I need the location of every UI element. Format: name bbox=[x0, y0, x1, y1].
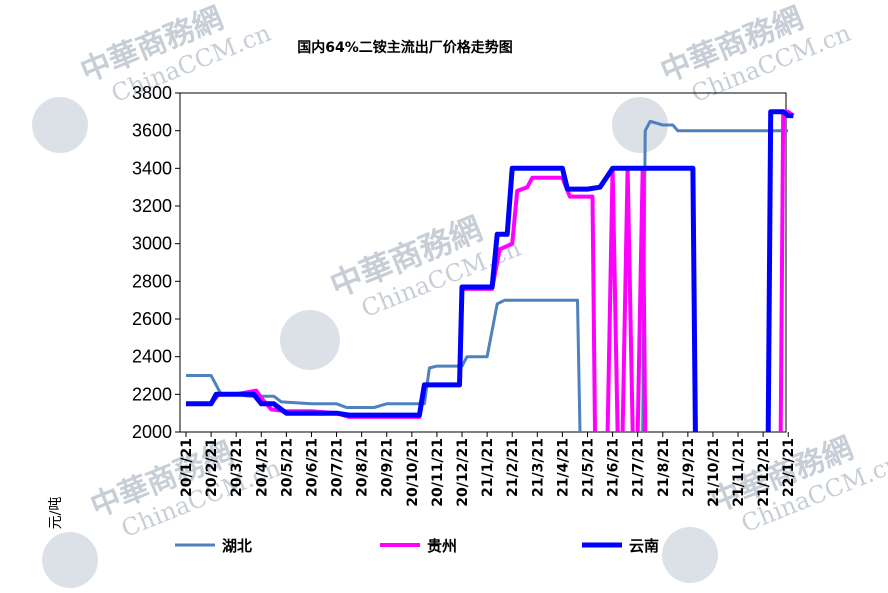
x-tick-label: 20/1/21 bbox=[179, 438, 195, 497]
x-tick-label: 20/4/21 bbox=[254, 438, 270, 497]
x-tick-label: 20/10/21 bbox=[405, 438, 421, 507]
x-tick-label: 20/7/21 bbox=[330, 438, 346, 497]
legend-label: 湖北 bbox=[222, 537, 252, 555]
watermark-globe-icon bbox=[612, 97, 668, 153]
x-tick-label: 20/11/21 bbox=[430, 438, 446, 507]
x-axis: 20/1/21 20/2/21 20/3/21 20/4/21 20/5/21 20/6/… bbox=[179, 432, 797, 507]
x-tick-label: 22/1/21 bbox=[781, 438, 797, 497]
watermark-globe-icon bbox=[280, 310, 340, 370]
series-line-1 bbox=[641, 119, 789, 433]
watermark-globe-icon bbox=[31, 97, 88, 153]
x-tick-label: 21/12/21 bbox=[756, 438, 772, 507]
y-tick-label: 2000 bbox=[132, 422, 172, 442]
series-line-3 bbox=[186, 165, 698, 433]
x-tick-label: 21/11/21 bbox=[731, 438, 747, 507]
series-line-2 bbox=[635, 166, 648, 433]
x-tick-label: 21/1/21 bbox=[480, 438, 496, 497]
plot-area bbox=[179, 92, 787, 433]
series-line-1 bbox=[186, 298, 582, 433]
watermark-globe-icon bbox=[662, 527, 718, 583]
watermark-globe-icon bbox=[42, 532, 98, 588]
x-tick-label: 20/5/21 bbox=[279, 438, 295, 497]
y-tick-label: 3200 bbox=[132, 196, 172, 216]
legend: 湖北 贵州 云南 bbox=[175, 537, 659, 555]
x-tick-label: 21/10/21 bbox=[706, 438, 722, 507]
y-tick-label: 2800 bbox=[132, 271, 172, 291]
y-tick-label: 2200 bbox=[132, 384, 172, 404]
x-tick-label: 20/8/21 bbox=[355, 438, 371, 497]
chart-title: 国内64%二铵主流出厂价格走势图 bbox=[297, 39, 513, 56]
y-tick-label: 2400 bbox=[132, 347, 172, 367]
series-line-2 bbox=[605, 166, 620, 433]
y-axis-label: 元/吨 bbox=[48, 497, 64, 530]
series-line-3 bbox=[765, 109, 794, 433]
series-lines bbox=[186, 109, 795, 433]
x-tick-label: 20/6/21 bbox=[304, 438, 320, 497]
x-tick-label: 21/6/21 bbox=[606, 438, 622, 497]
x-tick-label: 20/9/21 bbox=[380, 438, 396, 497]
x-tick-label: 21/3/21 bbox=[530, 438, 546, 497]
x-tick-label: 21/5/21 bbox=[580, 438, 596, 497]
x-tick-label: 20/3/21 bbox=[229, 438, 245, 497]
legend-label: 云南 bbox=[629, 537, 659, 555]
x-tick-label: 21/4/21 bbox=[555, 438, 571, 497]
series-line-2 bbox=[778, 109, 795, 433]
watermark-logo: 中華商務網 ChinaCCM.cn bbox=[612, 1, 855, 153]
x-tick-label: 21/9/21 bbox=[681, 438, 697, 497]
y-tick-label: 3600 bbox=[132, 121, 172, 141]
legend-label: 贵州 bbox=[427, 537, 457, 555]
x-tick-label: 21/2/21 bbox=[505, 438, 521, 497]
y-tick-label: 3400 bbox=[132, 158, 172, 178]
y-tick-label: 3800 bbox=[132, 83, 172, 103]
x-tick-label: 20/2/21 bbox=[204, 438, 220, 497]
x-tick-label: 20/12/21 bbox=[455, 438, 471, 507]
series-line-2 bbox=[620, 166, 635, 433]
y-tick-label: 2600 bbox=[132, 309, 172, 329]
x-tick-label: 21/7/21 bbox=[631, 438, 647, 497]
y-axis: 2000 2200 2400 2600 2800 3000 3200 3400 3600 3800 bbox=[132, 83, 180, 442]
y-tick-label: 3000 bbox=[132, 234, 172, 254]
x-tick-label: 21/8/21 bbox=[656, 438, 672, 497]
